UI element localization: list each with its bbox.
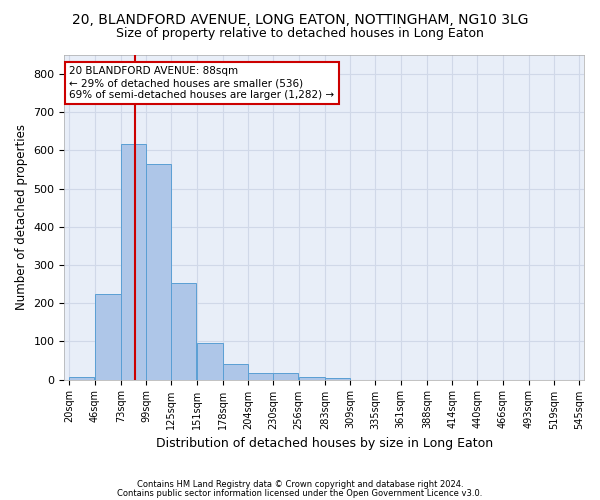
Y-axis label: Number of detached properties: Number of detached properties	[15, 124, 28, 310]
X-axis label: Distribution of detached houses by size in Long Eaton: Distribution of detached houses by size …	[156, 437, 493, 450]
Text: Contains HM Land Registry data © Crown copyright and database right 2024.: Contains HM Land Registry data © Crown c…	[137, 480, 463, 489]
Bar	[146, 164, 171, 380]
Bar	[223, 364, 248, 380]
Text: 20 BLANDFORD AVENUE: 88sqm
← 29% of detached houses are smaller (536)
69% of sem: 20 BLANDFORD AVENUE: 88sqm ← 29% of deta…	[69, 66, 334, 100]
Bar	[172, 283, 196, 380]
Text: 20, BLANDFORD AVENUE, LONG EATON, NOTTINGHAM, NG10 3LG: 20, BLANDFORD AVENUE, LONG EATON, NOTTIN…	[72, 12, 528, 26]
Bar	[325, 378, 350, 380]
Bar	[70, 376, 94, 380]
Text: Size of property relative to detached houses in Long Eaton: Size of property relative to detached ho…	[116, 28, 484, 40]
Bar	[248, 373, 273, 380]
Bar	[121, 144, 146, 380]
Bar	[274, 373, 298, 380]
Text: Contains public sector information licensed under the Open Government Licence v3: Contains public sector information licen…	[118, 488, 482, 498]
Bar	[95, 294, 121, 380]
Bar	[197, 342, 223, 380]
Bar	[299, 376, 325, 380]
